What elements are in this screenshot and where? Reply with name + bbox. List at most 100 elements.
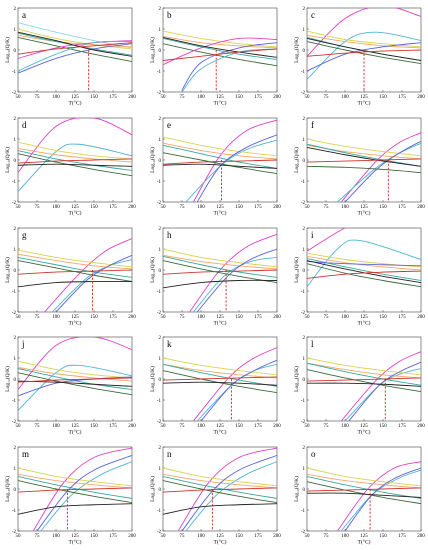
y-tick-label: -2: [301, 311, 306, 316]
series-line-darkgreen: [18, 153, 132, 177]
y-tick-label: 1: [303, 248, 306, 253]
plot-frame: [162, 336, 278, 422]
x-tick-label: 75: [324, 315, 330, 320]
x-tick-label: 125: [360, 534, 368, 539]
x-tick-label: 50: [161, 95, 167, 100]
x-tick-label: 100: [341, 424, 349, 429]
x-tick-label: 125: [216, 534, 224, 539]
x-tick-label: 200: [417, 315, 425, 320]
x-tick-label: 50: [16, 424, 22, 429]
x-tick-label: 150: [235, 424, 243, 429]
x-tick-label: 125: [71, 315, 79, 320]
x-tick-label: 50: [305, 315, 311, 320]
x-tick-label: 150: [235, 205, 243, 210]
x-tick-label: 100: [197, 205, 205, 210]
y-tick-label: 0: [159, 488, 162, 493]
x-axis-title: T(°C): [214, 100, 227, 107]
panel-label: o: [311, 449, 316, 459]
y-tick-label: 1: [303, 467, 306, 472]
y-tick-label: 1: [14, 28, 17, 33]
series-line-darkgreen: [18, 480, 132, 504]
series-line-red: [18, 377, 132, 383]
panel-label: n: [167, 449, 172, 459]
series-line-orange: [18, 473, 132, 489]
x-axis-title: T(°C): [358, 429, 371, 436]
y-tick-label: 2: [159, 7, 162, 12]
series-line-teal: [307, 362, 421, 386]
y-tick-label: -1: [157, 509, 162, 514]
x-tick-label: 125: [71, 205, 79, 210]
series-line-magenta: [189, 233, 277, 312]
x-axis-title: T(°C): [358, 320, 371, 327]
series-line-blue: [18, 43, 132, 74]
series-line-blue: [344, 467, 421, 531]
y-tick-label: 1: [14, 138, 17, 143]
x-tick-label: 100: [197, 95, 205, 100]
series-line-orange: [307, 34, 421, 49]
series-line-teal: [163, 144, 277, 169]
x-axis-title: T(°C): [358, 100, 371, 107]
x-tick-label: 175: [254, 205, 262, 210]
series-line-cyan: [307, 239, 421, 288]
y-tick-label: 2: [303, 446, 306, 451]
x-tick-label: 50: [16, 534, 22, 539]
x-tick-label: 100: [341, 95, 349, 100]
series-line-red: [307, 270, 421, 279]
series-line-yellow: [18, 141, 132, 160]
y-tick-label: 0: [159, 269, 162, 274]
x-tick-label: 75: [35, 424, 41, 429]
x-tick-label: 150: [90, 315, 98, 320]
series-line-yellow: [18, 360, 132, 379]
y-tick-label: -1: [12, 399, 17, 404]
x-axis-title: T(°C): [214, 539, 227, 546]
y-tick-label: -1: [301, 290, 306, 295]
panel-i: -2 -1 0 1 2 50 75 100 125 150 175 200 T(°C) Log₁₀(Q/K…: [293, 227, 425, 327]
x-tick-label: 175: [254, 315, 262, 320]
y-tick-label: 2: [303, 7, 306, 12]
series-line-cyan: [51, 259, 132, 312]
series-line-teal: [163, 38, 277, 60]
x-tick-label: 200: [273, 534, 281, 539]
y-tick-label: 2: [14, 7, 17, 12]
series-line-red: [18, 158, 132, 164]
series-line-teal: [307, 475, 421, 499]
y-tick-label: 1: [159, 357, 162, 362]
y-tick-label: 1: [14, 248, 17, 253]
series-line-darkgreen: [163, 480, 277, 504]
y-tick-label: -2: [157, 201, 162, 206]
series-line-blue: [196, 248, 277, 312]
plot-frame: [306, 117, 422, 203]
panel-o: -2 -1 0 1 2 50 75 100 125 150 175 200 T(°C) Log₁₀(Q/K…: [293, 446, 425, 546]
x-tick-label: 200: [273, 424, 281, 429]
x-tick-label: 150: [235, 95, 243, 100]
x-tick-label: 50: [161, 205, 167, 210]
y-tick-label: 2: [303, 117, 306, 122]
x-tick-label: 50: [161, 534, 167, 539]
y-tick-label: 2: [14, 117, 17, 122]
series-line-teal: [163, 363, 277, 387]
x-tick-label: 200: [273, 95, 281, 100]
x-tick-label: 125: [360, 205, 368, 210]
x-tick-label: 50: [16, 95, 22, 100]
series-line-black: [18, 163, 132, 167]
x-axis-title: T(°C): [69, 429, 82, 436]
x-tick-label: 150: [379, 315, 387, 320]
x-tick-label: 125: [360, 424, 368, 429]
y-tick-label: 0: [303, 159, 306, 164]
panel-k: -2 -1 0 1 2 50 75 100 125 150 175 200 T(°C) Log₁₀(Q/K…: [149, 336, 281, 436]
y-tick-label: 2: [159, 117, 162, 122]
series-line-teal: [18, 256, 132, 278]
series-line-blue: [344, 140, 421, 202]
x-tick-label: 150: [379, 534, 387, 539]
series-line-black: [163, 503, 277, 515]
series-line-red: [163, 48, 277, 61]
x-tick-label: 50: [161, 424, 167, 429]
x-tick-label: 75: [35, 315, 41, 320]
x-tick-label: 175: [398, 205, 406, 210]
x-tick-label: 200: [128, 315, 136, 320]
y-tick-label: -2: [12, 201, 17, 206]
series-line-cyan: [185, 139, 277, 202]
series-line-darkgreen: [18, 372, 132, 396]
y-axis-title: Log₁₀(Q/K): [149, 147, 156, 173]
